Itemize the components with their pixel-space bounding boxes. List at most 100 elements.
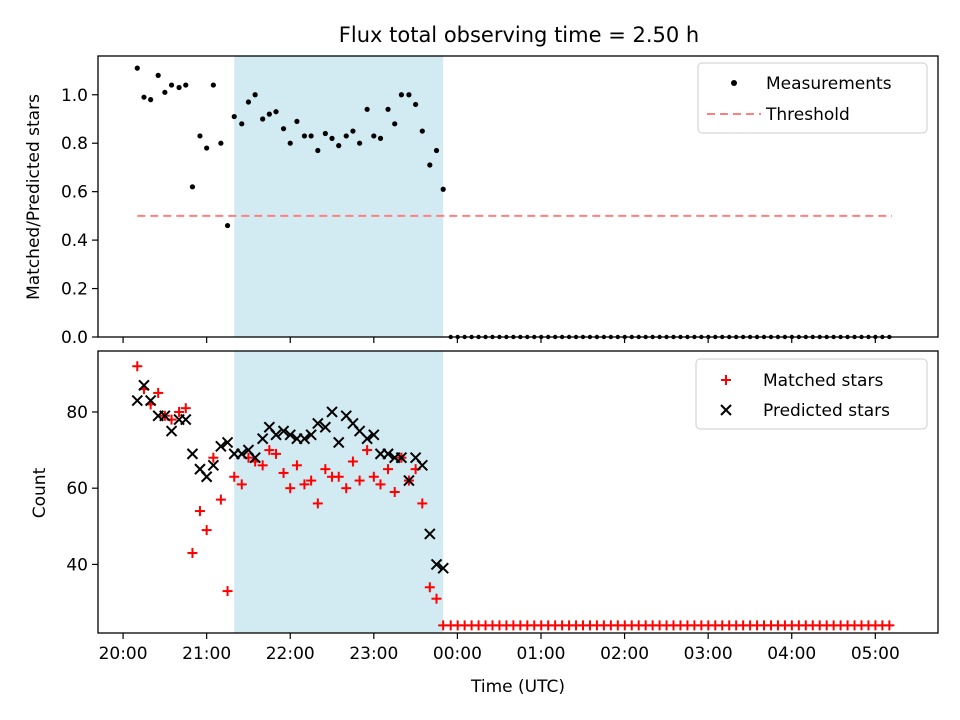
x-tick-label: 04:00 — [767, 644, 816, 664]
matched-stars-point — [884, 620, 895, 631]
y-tick-label: 80 — [66, 403, 88, 423]
predicted-stars-point — [312, 417, 324, 430]
measurement-point — [280, 126, 287, 132]
matched-stars-point — [312, 498, 323, 509]
measurement-point — [427, 162, 433, 168]
measurement-point — [350, 128, 356, 134]
predicted-stars-point — [326, 406, 338, 418]
matched-stars-point — [132, 361, 143, 372]
ratio-panel: 0.0 0.2 0.4 0.6 0.8 1.0 Matched/Predicted sta… — [24, 55, 939, 348]
measurement-point — [287, 140, 293, 146]
x-tick-label: 05:00 — [851, 644, 900, 664]
matched-stars-point — [153, 387, 164, 398]
chart-title: Flux total observing time = 2.50 h — [339, 23, 699, 47]
matched-stars-point — [306, 475, 317, 486]
measurement-point — [168, 82, 175, 88]
matched-stars-point — [278, 467, 289, 478]
measurement-point — [329, 135, 335, 141]
measurement-point — [176, 84, 182, 91]
measurement-point — [189, 184, 196, 190]
predicted-stars-point — [277, 425, 290, 437]
x-tick-label: 22:00 — [266, 644, 315, 664]
x-tick-label: 03:00 — [684, 644, 733, 664]
x-tick-label: 02:00 — [600, 644, 649, 664]
y-tick-label: 40 — [66, 555, 88, 575]
measurement-point — [308, 133, 314, 139]
y-tick-label: 0.6 — [61, 183, 88, 203]
measurement-point — [210, 82, 216, 88]
matched-stars-point — [424, 582, 435, 593]
y-tick-label: 0.4 — [61, 231, 88, 251]
count-y-axis-label: Count — [30, 467, 50, 518]
matched-stars-point — [271, 448, 282, 459]
measurement-point — [134, 65, 140, 71]
measurement-point — [260, 116, 266, 122]
predicted-stars-point — [236, 448, 248, 460]
x-axis-label: Time (UTC) — [470, 677, 565, 697]
count-axes-frame — [97, 350, 939, 634]
measurement-point — [371, 133, 377, 139]
matched-stars-point — [389, 487, 400, 497]
matched-stars-point — [285, 483, 296, 494]
y-tick-label: 0.0 — [61, 328, 88, 348]
ratio-legend-box — [697, 62, 928, 134]
measurement-point — [398, 92, 405, 98]
legend-label-matched: Matched stars — [763, 371, 883, 391]
matched-stars-point — [362, 445, 373, 456]
measurement-point — [385, 106, 391, 112]
predicted-stars-point — [200, 471, 213, 483]
matched-stars-point — [320, 464, 331, 475]
measurement-point — [231, 113, 237, 120]
matched-stars-point — [187, 547, 198, 558]
measurement-point — [155, 72, 161, 78]
legend-label-measurements: Measurements — [766, 74, 892, 94]
predicted-stars-point — [437, 562, 449, 574]
predicted-stars-point — [249, 451, 261, 464]
matched-stars-point — [333, 471, 344, 482]
measurement-point — [183, 82, 189, 88]
measurement-point — [419, 128, 425, 134]
predicted-stars-point — [186, 448, 199, 460]
matched-stars-point — [222, 586, 233, 597]
measurement-point — [357, 140, 363, 146]
matched-stars-point — [375, 479, 386, 490]
measurement-point — [433, 147, 440, 154]
legend-label-threshold: Threshold — [765, 105, 850, 125]
predicted-stars-point — [131, 394, 143, 407]
measurement-point — [239, 121, 245, 127]
measurement-point — [392, 121, 398, 127]
predicted-stars-point — [395, 451, 408, 464]
predicted-stars-point — [333, 436, 345, 449]
ratio-y-axis-label: Matched/Predicted stars — [24, 94, 44, 300]
measurement-point — [252, 92, 258, 98]
measurement-point — [224, 222, 231, 229]
measurement-point — [266, 111, 272, 117]
measurement-point — [218, 140, 224, 146]
measurement-point — [141, 94, 147, 100]
predicted-stars-point — [221, 436, 234, 449]
matched-stars-point — [264, 445, 275, 456]
matched-stars-point — [257, 460, 268, 471]
x-tick-label: 20:00 — [99, 644, 148, 664]
legend-marker-measurements — [731, 80, 737, 86]
x-tick-label: 21:00 — [182, 644, 231, 664]
matched-stars-point — [201, 525, 212, 536]
predicted-stars-point — [256, 432, 269, 445]
matched-stars-point — [291, 460, 302, 471]
legend-label-predicted: Predicted stars — [763, 401, 890, 421]
x-tick-label: 23:00 — [349, 644, 398, 664]
matched-stars-point — [341, 483, 352, 494]
predicted-stars-point — [207, 459, 220, 472]
predicted-stars-point — [305, 429, 317, 441]
matched-stars-point — [180, 403, 191, 414]
measurement-point — [294, 118, 300, 125]
predicted-stars-point — [215, 440, 227, 452]
matched-stars-point — [368, 471, 379, 482]
count-legend: Matched stars Predicted stars — [695, 358, 928, 430]
measurement-point — [245, 99, 252, 105]
measurement-point — [315, 147, 321, 154]
legend-marker-matched — [721, 375, 731, 385]
predicted-stars-point — [284, 429, 296, 441]
measurement-point — [148, 97, 154, 103]
measurement-point — [377, 135, 384, 141]
